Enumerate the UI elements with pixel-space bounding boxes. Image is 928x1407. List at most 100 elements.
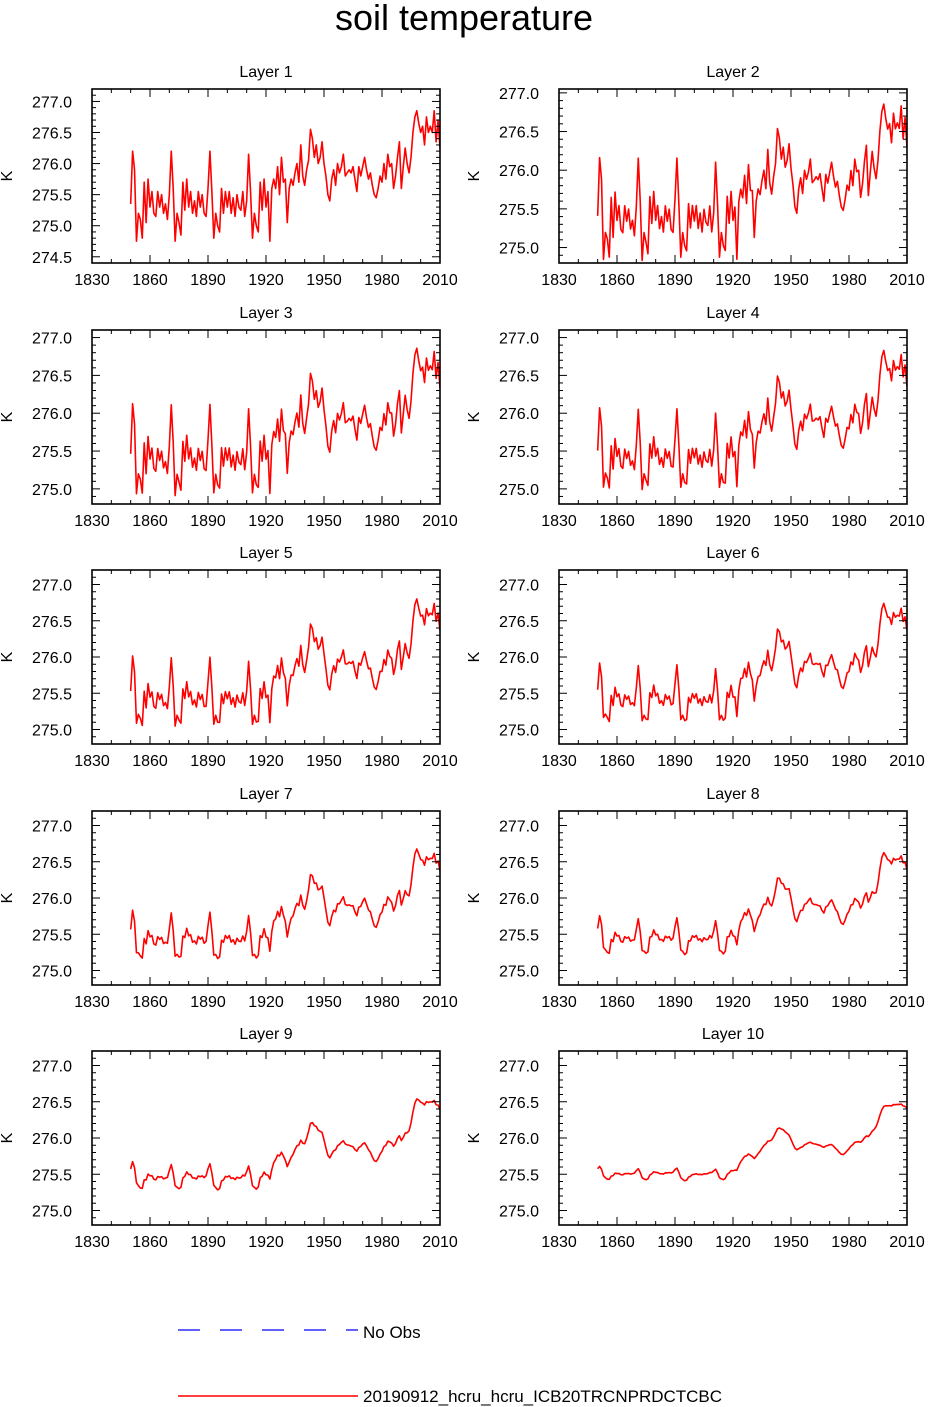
x-tick-label: 1860 <box>599 1234 635 1251</box>
x-tick-label: 1830 <box>541 1234 577 1251</box>
plot-frame <box>91 1050 441 1226</box>
x-tick-label: 1890 <box>657 1234 693 1251</box>
y-tick-label: 276.5 <box>499 1095 539 1112</box>
y-tick-label: 276.0 <box>32 650 72 667</box>
page-title: soil temperature <box>334 0 594 38</box>
y-tick-label: 275.0 <box>499 723 539 740</box>
y-tick-label: 275.5 <box>499 686 539 703</box>
y-tick-label: 276.0 <box>32 1131 72 1148</box>
x-tick-label: 1890 <box>657 753 693 770</box>
x-tick-label: 1890 <box>190 513 226 530</box>
legend-line-model <box>178 1395 358 1397</box>
panel-title: Layer 6 <box>706 545 759 562</box>
y-tick-label: 276.0 <box>499 650 539 667</box>
x-tick-label: 1980 <box>831 513 867 530</box>
y-tick-label: 277.0 <box>32 331 72 348</box>
x-tick-label: 1950 <box>773 753 809 770</box>
x-tick-label: 1830 <box>74 1234 110 1251</box>
x-tick-label: 1920 <box>248 272 284 289</box>
series-line <box>129 598 440 727</box>
panel-10: Layer 10 K 1830 1860 1890 1920 1950 1980 2010 275… <box>466 1026 925 1251</box>
y-tick-label: 275.5 <box>499 1167 539 1184</box>
y-tick-label: 275.5 <box>32 686 72 703</box>
x-tick-label: 1950 <box>773 1234 809 1251</box>
x-tick-label: 1830 <box>74 753 110 770</box>
plot-frame <box>91 569 441 745</box>
plot-frame <box>91 88 441 264</box>
series-line <box>129 109 440 243</box>
x-tick-label: 1980 <box>831 994 867 1011</box>
y-tick-label: 277.0 <box>499 578 539 595</box>
panel-title: Layer 10 <box>702 1026 764 1043</box>
panel-title: Layer 8 <box>706 786 759 803</box>
series-line <box>596 602 907 723</box>
series-line <box>597 1103 907 1182</box>
panel-1: Layer 1 K 1830 1860 1890 1920 1950 1980 2010 274.… <box>0 64 458 289</box>
y-tick-label: 275.5 <box>499 202 539 219</box>
x-tick-label: 1950 <box>306 272 342 289</box>
x-tick-label: 1890 <box>657 513 693 530</box>
y-tick-label: 275.0 <box>32 219 72 236</box>
y-tick-label: 275.5 <box>32 188 72 205</box>
plot-frame <box>558 88 908 264</box>
y-tick-label: 276.0 <box>499 406 539 423</box>
panel-title: Layer 7 <box>239 786 292 803</box>
panel-7: Layer 7 K 1830 1860 1890 1920 1950 1980 2010 275.… <box>0 786 458 1011</box>
panel-4: Layer 4 K 1830 1860 1890 1920 1950 1980 2010 275.… <box>466 305 925 530</box>
y-tick-label: 276.0 <box>499 891 539 908</box>
x-tick-label: 1980 <box>831 753 867 770</box>
panel-8: Layer 8 K 1830 1860 1890 1920 1950 1980 2010 275.… <box>466 786 925 1011</box>
y-tick-label: 275.0 <box>32 482 72 499</box>
y-tick-label: 276.5 <box>32 614 72 631</box>
x-tick-label: 1860 <box>599 994 635 1011</box>
y-tick-label: 276.5 <box>32 368 72 385</box>
y-tick-label: 274.5 <box>32 250 72 267</box>
y-tick-label: 277.0 <box>499 86 539 103</box>
x-tick-label: 1950 <box>306 994 342 1011</box>
y-tick-label: 277.0 <box>499 331 539 348</box>
panel-title: Layer 5 <box>239 545 292 562</box>
y-axis-label: K <box>0 651 16 662</box>
y-tick-label: 276.5 <box>32 855 72 872</box>
x-tick-label: 2010 <box>422 1234 458 1251</box>
x-tick-label: 1920 <box>248 753 284 770</box>
x-tick-label: 1920 <box>248 513 284 530</box>
panel-title: Layer 4 <box>706 305 759 322</box>
x-tick-label: 1920 <box>715 1234 751 1251</box>
y-tick-label: 276.5 <box>32 126 72 143</box>
y-tick-label: 276.0 <box>32 891 72 908</box>
y-axis-label: K <box>466 651 483 662</box>
plot-frame <box>558 1050 908 1226</box>
x-tick-label: 1980 <box>364 513 400 530</box>
x-tick-label: 1920 <box>715 994 751 1011</box>
x-tick-label: 1980 <box>364 1234 400 1251</box>
x-tick-label: 1890 <box>190 994 226 1011</box>
y-axis-label: K <box>466 170 483 181</box>
legend-label-model: 20190912_hcru_hcru_ICB20TRCNPRDCTCBC <box>363 1387 723 1406</box>
y-tick-label: 277.0 <box>32 1059 72 1076</box>
x-tick-label: 1860 <box>599 513 635 530</box>
panel-title: Layer 2 <box>706 64 759 81</box>
series-line <box>129 848 440 960</box>
x-tick-label: 2010 <box>889 1234 925 1251</box>
x-tick-label: 1980 <box>831 272 867 289</box>
y-tick-label: 276.5 <box>499 125 539 142</box>
x-tick-label: 1950 <box>306 513 342 530</box>
y-tick-label: 275.0 <box>499 482 539 499</box>
y-axis-label: K <box>466 411 483 422</box>
panel-title: Layer 9 <box>239 1026 292 1043</box>
panel-title: Layer 1 <box>239 64 292 81</box>
x-tick-label: 1980 <box>364 994 400 1011</box>
y-tick-label: 277.0 <box>32 578 72 595</box>
x-tick-label: 1920 <box>715 272 751 289</box>
y-tick-label: 275.0 <box>499 1204 539 1221</box>
legend-label-no-obs: No Obs <box>363 1323 421 1342</box>
y-tick-label: 276.0 <box>499 1131 539 1148</box>
x-tick-label: 2010 <box>422 272 458 289</box>
x-tick-label: 1860 <box>599 272 635 289</box>
series-line <box>596 349 907 491</box>
x-tick-label: 1860 <box>132 994 168 1011</box>
x-tick-label: 1890 <box>657 994 693 1011</box>
y-tick-label: 275.0 <box>499 241 539 258</box>
